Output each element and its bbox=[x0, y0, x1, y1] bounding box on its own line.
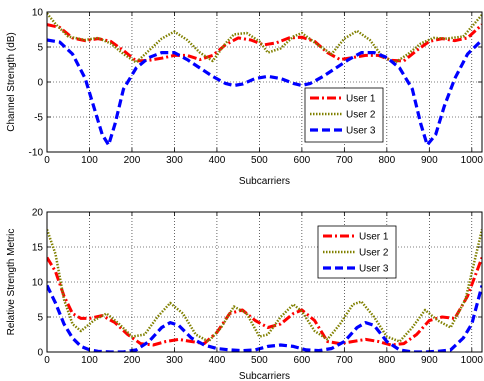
x-tick-label: 0 bbox=[44, 355, 50, 366]
y-tick-label: 20 bbox=[32, 208, 44, 219]
series-line-user-2 bbox=[47, 12, 482, 64]
chart-panel-1: 0 100 200 300 400 500 600 700 800 900 1000 -10 -5 0 5 1… bbox=[6, 8, 483, 188]
y-tick-label: 5 bbox=[37, 313, 43, 324]
y-tick-label: 0 bbox=[37, 78, 43, 89]
x-tick-label: 300 bbox=[166, 155, 183, 166]
x-tick-label: 300 bbox=[166, 355, 183, 366]
legend-label: User 1 bbox=[359, 232, 389, 243]
legend-label: User 2 bbox=[359, 248, 389, 259]
y-tick-label: 15 bbox=[32, 243, 44, 254]
y-tick-label: -10 bbox=[29, 148, 44, 159]
y-tick-label: 5 bbox=[37, 43, 43, 54]
legend: User 1 User 2 User 3 bbox=[304, 87, 384, 143]
x-tick-label: 1000 bbox=[461, 355, 484, 366]
y-axis-label: Channel Strength (dB) bbox=[6, 32, 17, 132]
series-line-user-3 bbox=[47, 38, 482, 147]
x-axis-label: Subcarriers bbox=[239, 371, 290, 381]
x-tick-label: 200 bbox=[124, 355, 141, 366]
x-tick-label: 900 bbox=[421, 155, 438, 166]
y-axis-label: Relative Strength Metric bbox=[6, 229, 17, 336]
y-tick-label: -5 bbox=[34, 113, 43, 124]
x-tick-label: 700 bbox=[336, 155, 353, 166]
x-tick-label: 1000 bbox=[461, 155, 484, 166]
x-tick-label: 200 bbox=[124, 155, 141, 166]
chart-panel-2: 0 100 200 300 400 500 600 700 800 900 1000 0 5 10 15 20… bbox=[6, 208, 483, 381]
x-tick-label: 400 bbox=[209, 355, 226, 366]
x-tick-label: 600 bbox=[294, 355, 311, 366]
legend-label: User 1 bbox=[346, 94, 376, 105]
y-tick-label: 0 bbox=[37, 348, 43, 359]
x-tick-label: 800 bbox=[379, 355, 396, 366]
x-axis-label: Subcarriers bbox=[239, 176, 290, 187]
x-tick-label: 100 bbox=[81, 155, 98, 166]
y-tick-label: 10 bbox=[32, 278, 44, 289]
x-tick-label: 400 bbox=[209, 155, 226, 166]
x-tick-label: 800 bbox=[379, 155, 396, 166]
x-tick-label: 500 bbox=[251, 355, 268, 366]
x-tick-label: 700 bbox=[336, 355, 353, 366]
series-line-user-1 bbox=[47, 23, 482, 63]
series-line-user-3 bbox=[47, 284, 482, 352]
x-tick-label: 600 bbox=[294, 155, 311, 166]
legend-label: User 3 bbox=[346, 126, 376, 137]
legend: User 1 User 2 User 3 bbox=[317, 225, 397, 279]
y-tick-label: 10 bbox=[32, 8, 44, 19]
x-tick-label: 900 bbox=[421, 355, 438, 366]
x-tick-label: 0 bbox=[44, 155, 50, 166]
legend-label: User 2 bbox=[346, 110, 376, 121]
x-tick-label: 500 bbox=[251, 155, 268, 166]
x-tick-label: 100 bbox=[81, 355, 98, 366]
legend-label: User 3 bbox=[359, 264, 389, 275]
